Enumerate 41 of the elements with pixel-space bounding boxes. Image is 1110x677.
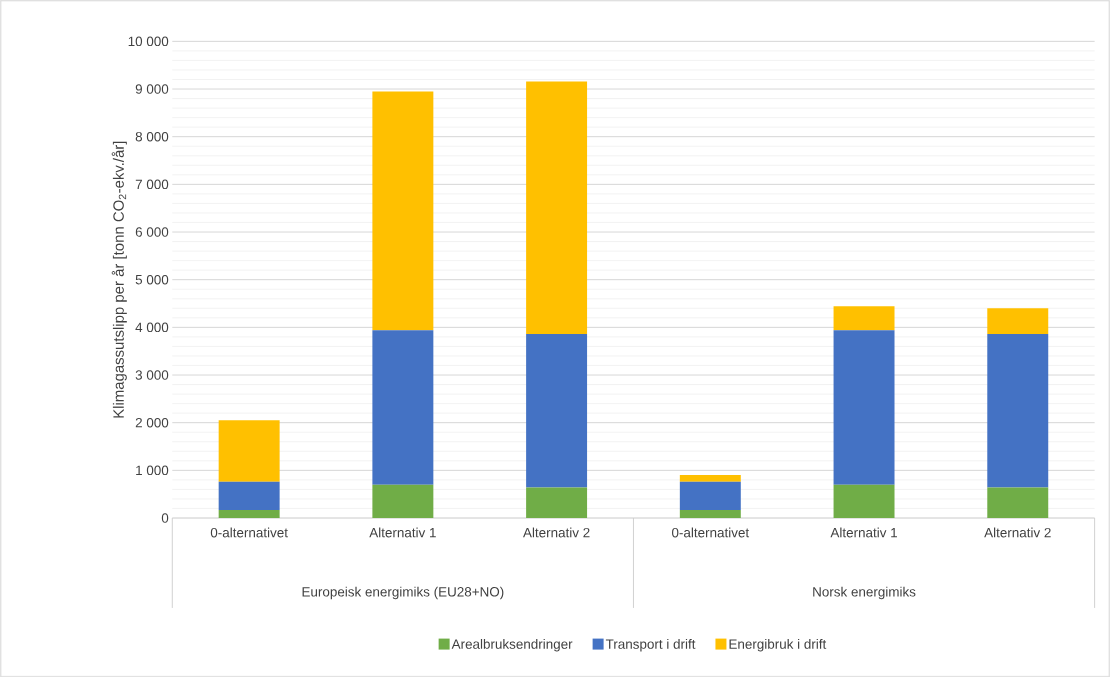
y-tick-label: 4 000: [135, 322, 169, 332]
bar: [372, 91, 434, 331]
x-tick-label: Alternativ 2: [984, 527, 1051, 538]
bar: [526, 487, 588, 518]
bar: [372, 484, 434, 518]
bar: [679, 481, 741, 510]
x-tick-label: Alternativ 1: [830, 527, 897, 538]
bar: [987, 308, 1049, 334]
bar: [833, 330, 895, 485]
bar: [833, 306, 895, 331]
bar: [372, 330, 434, 485]
bar: [526, 81, 588, 334]
legend-label: Energibruk i drift: [729, 638, 827, 652]
y-tick-label: 0: [161, 513, 169, 523]
bar: [526, 333, 588, 488]
x-tick-label: Alternativ 2: [523, 527, 590, 538]
text: Norsk energimiks: [813, 586, 916, 600]
legend-label: Transport i drift: [605, 638, 696, 652]
legend-label: Arealbruksendringer: [451, 638, 573, 652]
bar: [218, 420, 280, 482]
bar: [679, 509, 741, 518]
bar: [987, 333, 1049, 488]
x-tick-label: 0-alternativet: [672, 527, 750, 538]
y-axis-title: Klimagassutslipp per år [tonn CO$_{2}$-ekv./år]: [111, 141, 127, 418]
x-tick-label: Alternativ 1: [369, 527, 436, 538]
bar: [218, 509, 280, 518]
y-tick-label: 2 000: [135, 417, 169, 428]
x-tick-label: 0-alternativet: [210, 527, 288, 538]
text: Europeisk energimiks (EU28+NO): [302, 586, 504, 600]
y-tick-label: 1 000: [136, 465, 169, 475]
bar: [218, 481, 280, 510]
bar: [987, 487, 1049, 518]
y-tick-label: 8 000: [135, 131, 169, 142]
y-tick-label: 7 000: [135, 179, 169, 189]
bar: [679, 474, 741, 482]
y-tick-label: 5 000: [135, 274, 169, 285]
y-tick-label: 10 000: [128, 36, 169, 46]
y-tick-label: 3 000: [135, 370, 169, 380]
y-tick-label: 6 000: [135, 227, 169, 237]
bar: [833, 484, 895, 518]
y-tick-label: 9 000: [135, 84, 169, 94]
